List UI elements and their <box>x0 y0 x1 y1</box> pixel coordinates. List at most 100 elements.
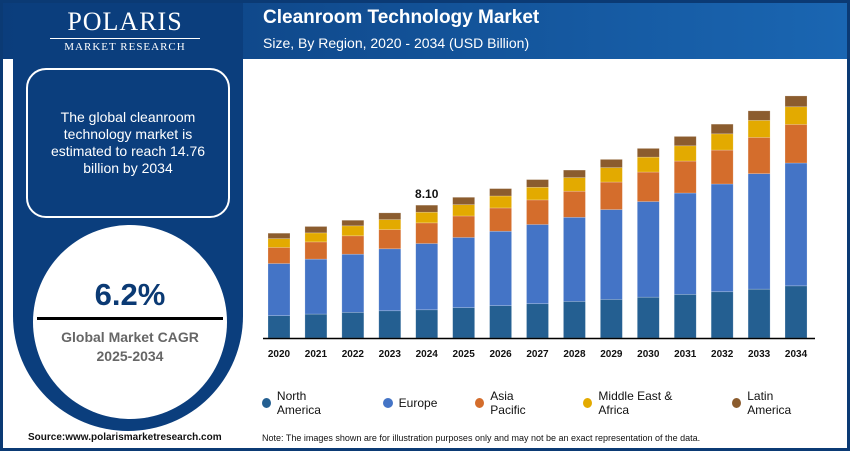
bar-latin-america-2033 <box>747 110 771 121</box>
bar-latin-america-2022 <box>341 219 365 227</box>
cagr-period: 2025-2034 <box>96 348 164 364</box>
cagr-label-text: Global Market CAGR <box>61 329 199 345</box>
logo-tagline: MARKET RESEARCH <box>50 38 200 53</box>
bar-north-america-2034 <box>784 285 808 339</box>
bar-middle-east-africa-2023 <box>378 219 402 230</box>
x-tick-label: 2020 <box>268 349 291 360</box>
bar-europe-2030 <box>636 201 660 298</box>
bar-europe-2028 <box>563 216 586 302</box>
x-tick-label: 2028 <box>563 349 586 360</box>
bar-asia-pacific-2034 <box>784 124 808 164</box>
bar-middle-east-africa-2030 <box>636 156 660 173</box>
bar-asia-pacific-2033 <box>747 137 771 174</box>
bar-europe-2023 <box>378 248 402 312</box>
x-tick-label: 2025 <box>453 349 476 360</box>
legend-label: Europe <box>398 396 438 410</box>
bar-asia-pacific-2022 <box>341 235 365 255</box>
bar-europe-2034 <box>784 162 808 287</box>
bar-middle-east-africa-2025 <box>452 204 475 217</box>
bar-middle-east-africa-2028 <box>563 177 586 192</box>
bar-latin-america-2027 <box>526 179 549 188</box>
x-tick-label: 2030 <box>637 349 660 360</box>
chart-subtitle: Size, By Region, 2020 - 2034 (USD Billio… <box>263 35 530 51</box>
legend-label: Middle East & Africa <box>598 389 673 417</box>
x-tick-label: 2023 <box>379 349 402 360</box>
bar-asia-pacific-2028 <box>563 190 586 218</box>
bar-middle-east-africa-2033 <box>747 120 771 138</box>
bar-asia-pacific-2026 <box>489 207 512 232</box>
legend-item: North America <box>262 389 345 417</box>
bar-europe-2026 <box>489 230 512 306</box>
bar-europe-2021 <box>304 258 328 315</box>
x-tick-label: 2031 <box>674 349 697 360</box>
source-text: Source:www.polarismarketresearch.com <box>28 432 222 443</box>
legend-label: Latin America <box>747 389 792 417</box>
bar-latin-america-2032 <box>710 123 734 135</box>
bar-middle-east-africa-2024 <box>415 211 439 224</box>
bar-asia-pacific-2021 <box>304 241 328 260</box>
legend-label: Asia Pacific <box>490 389 526 417</box>
bar-middle-east-africa-2026 <box>489 195 512 209</box>
bar-asia-pacific-2020 <box>267 247 291 264</box>
legend-dot-icon <box>382 398 393 408</box>
x-tick-label: 2024 <box>416 349 439 360</box>
legend-dot-icon <box>583 398 593 408</box>
bar-latin-america-2030 <box>636 148 660 158</box>
bar-north-america-2030 <box>636 296 660 339</box>
legend-dot-icon <box>262 398 271 408</box>
bar-latin-america-2021 <box>304 226 328 234</box>
cagr-circle: 6.2% Global Market CAGR 2025-2034 <box>33 225 227 419</box>
bar-north-america-2029 <box>600 299 623 339</box>
bar-north-america-2024 <box>415 309 439 339</box>
legend-item: Latin America <box>732 389 812 417</box>
bar-north-america-2023 <box>378 310 402 339</box>
bar-europe-2024 <box>415 243 439 311</box>
x-tick-label: 2021 <box>305 349 328 360</box>
bar-latin-america-2023 <box>378 212 402 220</box>
legend-dot-icon <box>475 398 485 408</box>
bar-north-america-2031 <box>673 294 697 339</box>
bar-north-america-2032 <box>710 291 734 339</box>
bar-middle-east-africa-2021 <box>304 232 328 243</box>
chart-title: Cleanroom Technology Market <box>263 7 540 28</box>
bar-north-america-2022 <box>341 312 365 339</box>
bar-middle-east-africa-2022 <box>341 225 365 237</box>
bar-middle-east-africa-2031 <box>673 145 697 162</box>
x-tick-label: 2034 <box>785 349 808 360</box>
legend-item: Middle East & Africa <box>583 389 694 417</box>
info-box: The global cleanroom technology market i… <box>26 68 230 218</box>
bar-asia-pacific-2025 <box>452 215 475 238</box>
logo-name: POLARIS <box>67 7 183 36</box>
bar-asia-pacific-2031 <box>673 160 697 194</box>
x-tick-label: 2029 <box>600 349 623 360</box>
divider <box>37 317 223 320</box>
bar-north-america-2027 <box>526 303 549 339</box>
bar-north-america-2020 <box>267 315 291 339</box>
bar-asia-pacific-2027 <box>526 199 549 225</box>
bar-latin-america-2024 <box>415 204 439 213</box>
bar-latin-america-2025 <box>452 196 475 205</box>
bar-europe-2020 <box>267 263 291 316</box>
bar-europe-2025 <box>452 237 475 308</box>
bar-north-america-2033 <box>747 288 771 339</box>
bar-middle-east-africa-2029 <box>600 167 623 183</box>
x-tick-label: 2027 <box>526 349 549 360</box>
bar-middle-east-africa-2032 <box>710 133 734 151</box>
bar-europe-2027 <box>526 224 549 305</box>
x-tick-label: 2033 <box>748 349 771 360</box>
bar-north-america-2026 <box>489 305 512 339</box>
bar-latin-america-2031 <box>673 136 697 147</box>
bar-north-america-2028 <box>563 301 586 339</box>
bar-europe-2032 <box>710 183 734 293</box>
bar-europe-2029 <box>600 209 623 300</box>
polaris-logo: POLARIS MARKET RESEARCH <box>40 8 210 53</box>
bar-asia-pacific-2023 <box>378 229 402 250</box>
x-tick-label: 2032 <box>711 349 734 360</box>
cagr-label: Global Market CAGR 2025-2034 <box>33 328 227 366</box>
bar-middle-east-africa-2034 <box>784 106 808 125</box>
bar-latin-america-2034 <box>784 95 808 108</box>
bar-latin-america-2028 <box>563 169 586 178</box>
bar-latin-america-2029 <box>600 159 623 168</box>
data-label: 8.10 <box>415 187 439 201</box>
